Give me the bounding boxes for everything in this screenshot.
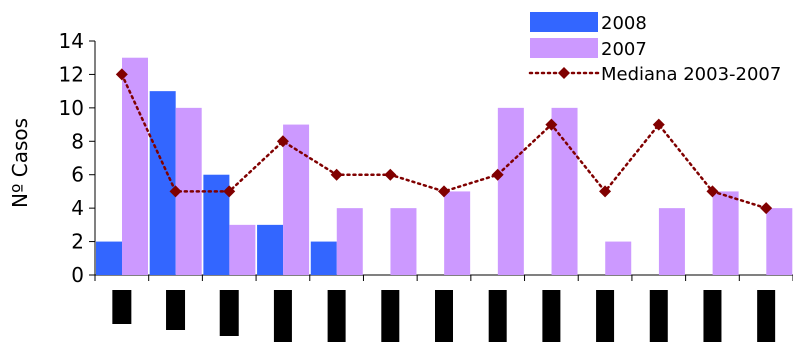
bar-2007-6 (444, 191, 471, 275)
x-tick-label-redacted (596, 290, 615, 342)
bar-2007-8 (551, 107, 578, 275)
median-point-9 (599, 185, 612, 198)
x-axis (94, 274, 793, 342)
x-tick-label-redacted (166, 290, 186, 330)
median-point-1 (169, 185, 182, 198)
median-point-4 (330, 168, 343, 181)
bar-2007-4 (336, 208, 363, 275)
bar-2007-12 (766, 208, 793, 275)
x-tick-label-redacted (381, 290, 400, 342)
x-tick-label-redacted (542, 290, 561, 342)
bar-2007-11 (712, 191, 739, 275)
x-tick-label-redacted (703, 290, 722, 342)
legend: 2008 2007 Mediana 2003-2007 (528, 12, 781, 85)
y-tick-label: 6 (71, 163, 84, 187)
legend-label: Mediana 2003-2007 (601, 64, 781, 85)
bar-2008-4 (310, 241, 337, 275)
median-point-2 (223, 185, 236, 198)
legend-swatch-2007 (530, 38, 598, 58)
x-tick-label-redacted (273, 290, 292, 342)
bar-2007-5 (390, 208, 417, 275)
bar-2007-2 (229, 224, 256, 275)
bar-2007-10 (658, 208, 685, 275)
y-tick-label: 12 (59, 62, 84, 86)
median-line (115, 68, 773, 215)
y-axis: 0 2 4 6 8 10 12 14 (59, 29, 96, 287)
y-axis-label: Nº Casos (8, 118, 32, 208)
median-point-0 (115, 68, 128, 81)
x-tick-label-redacted (488, 290, 507, 342)
median-point-7 (491, 168, 504, 181)
bar-2007-7 (497, 107, 524, 275)
legend-swatch-marker (558, 67, 570, 79)
x-tick-label-redacted (649, 290, 668, 342)
x-tick-label-redacted (112, 290, 132, 324)
median-point-8 (545, 118, 558, 131)
x-tick-label-redacted (219, 290, 239, 336)
median-point-12 (760, 202, 773, 215)
legend-label: 2008 (601, 13, 647, 34)
y-tick-label: 8 (71, 129, 84, 153)
x-tick-label-redacted (757, 290, 776, 342)
y-tick-label: 4 (71, 196, 84, 220)
bars (96, 57, 793, 276)
y-tick-label: 0 (71, 263, 84, 287)
legend-swatch-2008 (530, 12, 598, 32)
bar-2007-0 (122, 57, 148, 275)
median-point-3 (276, 135, 289, 148)
bar-2007-3 (283, 124, 310, 275)
median-point-11 (706, 185, 719, 198)
legend-label: 2007 (601, 39, 647, 60)
median-point-10 (652, 118, 665, 131)
bar-2007-9 (605, 241, 632, 275)
bar-2008-0 (96, 241, 122, 275)
y-tick-label: 2 (71, 230, 84, 254)
y-tick-label: 14 (59, 29, 84, 53)
bar-2008-3 (257, 224, 284, 275)
x-tick-label-redacted (435, 290, 453, 342)
median-point-5 (384, 168, 397, 181)
median-point-6 (438, 185, 450, 198)
y-tick-label: 10 (59, 96, 84, 120)
x-tick-label-redacted (327, 290, 346, 342)
